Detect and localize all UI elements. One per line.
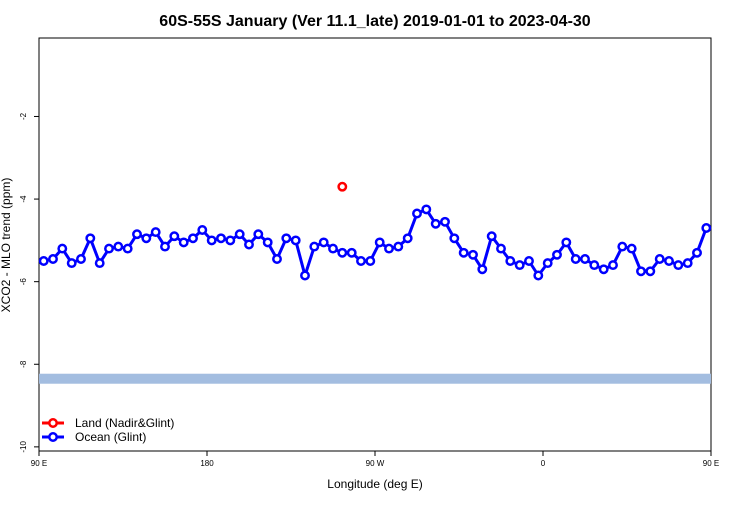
data-point-ocean <box>430 218 441 229</box>
data-point-ocean <box>206 235 217 246</box>
data-point-ocean <box>477 264 488 275</box>
legend-marker-land <box>48 418 58 428</box>
data-point-ocean <box>654 254 665 264</box>
series-layer <box>38 181 712 281</box>
y-tick-label: -2 <box>19 112 28 120</box>
data-point-ocean <box>365 256 376 266</box>
data-point-ocean <box>113 241 124 252</box>
legend-label-ocean: Ocean (Glint) <box>75 430 146 444</box>
data-point-ocean <box>300 270 310 281</box>
y-tick-label: -4 <box>19 195 28 203</box>
data-point-ocean <box>253 229 264 240</box>
data-point-ocean <box>178 237 189 248</box>
y-axis: -2 -4 -6 -8 -10 <box>19 112 39 453</box>
data-point-ocean <box>309 241 320 252</box>
data-point-ocean <box>328 243 338 254</box>
data-point-ocean <box>701 223 712 233</box>
data-point-ocean <box>533 270 544 281</box>
data-point-ocean <box>449 233 460 244</box>
data-point-ocean <box>384 243 394 254</box>
y-tick-label: -6 <box>19 278 28 286</box>
data-point-ocean <box>608 260 618 271</box>
x-tick-label: 180 <box>200 459 214 468</box>
data-point-ocean <box>346 247 357 258</box>
data-point-ocean <box>104 243 114 254</box>
data-point-ocean <box>664 256 674 266</box>
data-point-ocean <box>160 241 170 252</box>
data-point-ocean <box>188 233 198 244</box>
data-point-ocean <box>440 216 450 227</box>
data-point-ocean <box>132 229 142 240</box>
data-point-ocean <box>561 237 572 248</box>
data-point-ocean <box>682 258 693 269</box>
data-point-ocean <box>169 231 180 242</box>
y-tick-label: -8 <box>19 360 28 368</box>
data-point-ocean <box>57 243 68 254</box>
data-point-ocean <box>486 231 497 242</box>
reference-band-layer <box>39 373 711 384</box>
reference-band <box>39 373 711 384</box>
x-tick-label: 0 <box>541 459 546 468</box>
data-point-ocean <box>337 247 348 258</box>
data-point-ocean <box>542 258 553 269</box>
data-point-ocean <box>141 233 152 244</box>
data-point-ocean <box>468 249 478 260</box>
data-point-ocean <box>570 254 581 264</box>
data-point-ocean <box>85 233 96 244</box>
data-point-ocean <box>458 247 469 258</box>
data-point-ocean <box>66 258 77 269</box>
data-point-ocean <box>636 266 646 277</box>
data-point-ocean <box>38 256 49 266</box>
data-point-ocean <box>281 233 292 244</box>
data-point-ocean <box>496 243 506 254</box>
x-tick-label: 90 E <box>31 459 47 468</box>
y-tick-label: -10 <box>19 441 28 453</box>
data-point-ocean <box>76 254 86 264</box>
data-point-ocean <box>244 239 254 250</box>
data-point-ocean <box>692 247 702 258</box>
data-point-ocean <box>393 241 404 252</box>
chart-title: 60S-55S January (Ver 11.1_late) 2019-01-… <box>159 13 590 30</box>
data-point-ocean <box>552 249 562 260</box>
data-point-ocean <box>262 237 273 248</box>
data-point-ocean <box>524 256 534 266</box>
data-point-ocean <box>402 233 413 244</box>
data-point-ocean <box>356 256 366 266</box>
data-point-ocean <box>234 229 245 240</box>
legend-marker-ocean <box>48 432 58 442</box>
data-point-ocean <box>589 260 600 271</box>
data-point-ocean <box>197 225 208 235</box>
y-axis-label: XCO2 - MLO trend (ppm) <box>0 178 13 313</box>
x-tick-label: 90 E <box>703 459 719 468</box>
data-point-ocean <box>673 260 684 271</box>
data-point-ocean <box>617 241 628 252</box>
data-point-ocean <box>150 227 161 238</box>
data-point-ocean <box>626 243 637 254</box>
data-point-ocean <box>290 235 301 246</box>
data-point-ocean <box>514 260 525 271</box>
data-point-ocean <box>318 237 329 248</box>
legend: Land (Nadir&Glint) Ocean (Glint) <box>42 416 174 444</box>
x-axis: 90 E 180 90 W 0 90 E <box>31 451 719 468</box>
legend-label-land: Land (Nadir&Glint) <box>75 416 174 430</box>
data-point-ocean <box>225 235 236 246</box>
data-point-ocean <box>598 264 609 275</box>
data-point-ocean <box>122 243 133 254</box>
data-point-ocean <box>505 256 516 266</box>
x-axis-label: Longitude (deg E) <box>327 477 422 491</box>
data-point-ocean <box>94 258 105 269</box>
x-tick-label: 90 W <box>366 459 385 468</box>
data-point-ocean <box>272 254 282 264</box>
data-point-ocean <box>412 208 422 219</box>
data-point-ocean <box>645 266 656 277</box>
data-point-ocean <box>580 254 590 264</box>
data-point-ocean <box>374 237 385 248</box>
data-point-ocean <box>48 254 58 264</box>
plot-frame <box>38 37 712 452</box>
data-point-ocean <box>421 204 432 215</box>
data-point-ocean <box>216 233 226 244</box>
data-point-land <box>337 181 348 192</box>
